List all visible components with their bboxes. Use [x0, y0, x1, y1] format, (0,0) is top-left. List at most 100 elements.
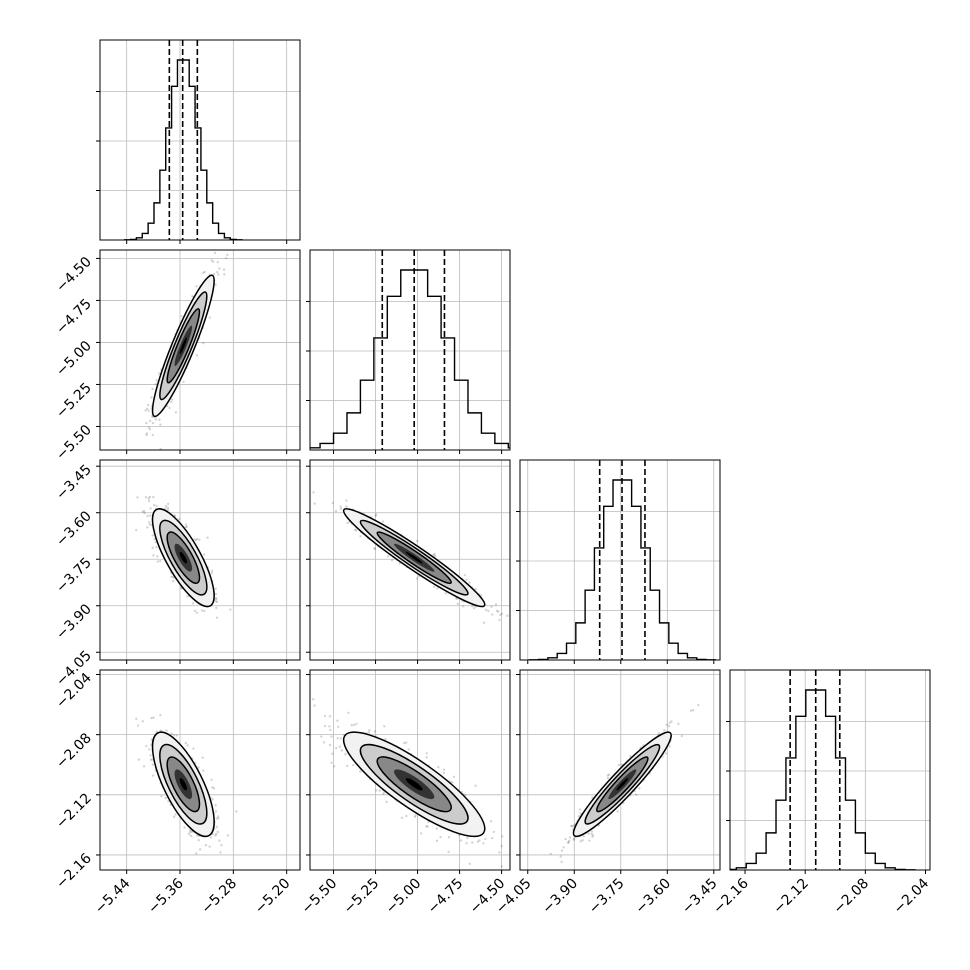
scatter-point [156, 555, 158, 557]
scatter-point [148, 500, 150, 502]
scatter-point [439, 836, 441, 838]
scatter-point [135, 529, 137, 531]
scatter-point [198, 539, 200, 541]
x-tick-label: −5.50 [299, 876, 341, 918]
scatter-point [159, 424, 161, 426]
scatter-point [353, 724, 355, 726]
scatter-point [150, 717, 152, 719]
scatter-point [690, 709, 692, 711]
scatter-point [170, 733, 172, 735]
scatter-point [320, 735, 322, 737]
scatter-point [160, 795, 162, 797]
scatter-point [341, 749, 343, 751]
scatter-point [146, 515, 148, 517]
scatter-point [340, 508, 342, 510]
scatter-point [501, 845, 503, 847]
scatter-point [197, 839, 199, 841]
scatter-point [201, 609, 203, 611]
scatter-point [185, 523, 187, 525]
plot-area [100, 460, 300, 660]
scatter-point [216, 826, 218, 828]
scatter-point [217, 273, 219, 275]
scatter-point [215, 587, 217, 589]
scatter-point [215, 593, 217, 595]
scatter-point [351, 724, 353, 726]
scatter-point [368, 729, 370, 731]
scatter-point [150, 396, 152, 398]
scatter-point [136, 496, 138, 498]
scatter-point [665, 752, 667, 754]
scatter-point [158, 418, 160, 420]
scatter-point [323, 741, 325, 743]
scatter-point [426, 825, 428, 827]
scatter-point [477, 840, 479, 842]
panel-frame [520, 460, 720, 660]
scatter-point [581, 839, 583, 841]
scatter-point [149, 523, 151, 525]
plot-area [716, 670, 930, 870]
panel-frame [100, 40, 300, 240]
scatter-point [443, 772, 445, 774]
panel-frame [730, 670, 930, 870]
density-panel-3-2: −4.05 −3.90 −3.75 −3.60 −3.45 [493, 670, 721, 917]
scatter-point [146, 526, 148, 528]
plot-area [301, 670, 510, 870]
scatter-point [426, 752, 428, 754]
scatter-point [485, 609, 487, 611]
y-tick-label: −2.16 [53, 850, 95, 892]
x-tick-label: −2.12 [770, 876, 812, 918]
scatter-point [203, 553, 205, 555]
scatter-point [152, 434, 154, 436]
scatter-point [194, 610, 196, 612]
scatter-point [482, 842, 484, 844]
scatter-point [175, 411, 177, 413]
scatter-point [142, 720, 144, 722]
scatter-point [608, 774, 610, 776]
scatter-point [473, 607, 475, 609]
y-tick-label: −2.08 [53, 730, 95, 772]
scatter-point [336, 720, 338, 722]
scatter-point [149, 420, 151, 422]
scatter-point [155, 379, 157, 381]
scatter-point [152, 496, 154, 498]
scatter-point [152, 422, 154, 424]
y-tick-label: −3.75 [53, 555, 95, 597]
x-tick-label: −3.75 [586, 876, 628, 918]
scatter-point [560, 861, 562, 863]
x-tick-label: −5.28 [199, 876, 241, 918]
y-tick-label: −5.00 [53, 338, 95, 380]
scatter-point [591, 830, 593, 832]
x-tick-label: −3.60 [632, 876, 674, 918]
scatter-point [235, 810, 237, 812]
scatter-point [677, 723, 679, 725]
scatter-point [165, 505, 167, 507]
scatter-point [443, 769, 445, 771]
scatter-point [448, 836, 450, 838]
scatter-point [202, 342, 204, 344]
density-panel-1-0: −5.50−5.25−5.00−4.75−4.50 [53, 234, 300, 466]
x-tick-label: −2.16 [710, 875, 752, 917]
scatter-point [148, 521, 150, 523]
scatter-point [669, 722, 671, 724]
scatter-point [227, 834, 229, 836]
scatter-point [210, 836, 212, 838]
scatter-point [186, 744, 188, 746]
x-tick-label: −2.04 [891, 875, 933, 917]
scatter-point [345, 499, 347, 501]
x-tick-label: −2.08 [831, 876, 873, 918]
scatter-point [588, 839, 590, 841]
scatter-point [563, 846, 565, 848]
scatter-point [420, 832, 422, 834]
scatter-point [324, 715, 326, 717]
scatter-point [570, 825, 572, 827]
scatter-point [506, 615, 508, 617]
histogram-panel-2 [516, 460, 720, 664]
scatter-point [373, 547, 375, 549]
scatter-point [491, 837, 493, 839]
y-tick-label: −5.50 [53, 422, 95, 464]
panel-frame [100, 250, 300, 450]
scatter-point [329, 744, 331, 746]
plot-area [100, 670, 300, 870]
scatter-point [218, 839, 220, 841]
